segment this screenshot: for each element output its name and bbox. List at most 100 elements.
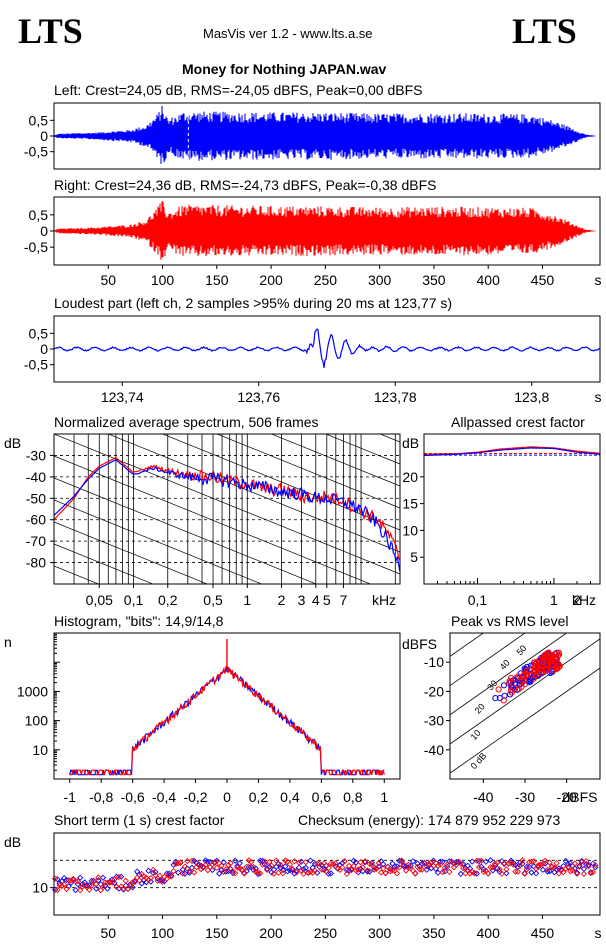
crest-point bbox=[400, 863, 408, 870]
crest-point bbox=[523, 866, 531, 873]
pvr-point bbox=[495, 686, 502, 693]
crest-point bbox=[108, 879, 116, 886]
crest-point bbox=[532, 865, 540, 872]
x-tick-label: -0,4 bbox=[152, 789, 176, 805]
crest-point bbox=[236, 860, 243, 867]
crest-point bbox=[494, 865, 501, 872]
crest-point bbox=[97, 887, 104, 894]
allpass-series-1 bbox=[424, 447, 601, 456]
slope-line bbox=[107, 434, 400, 553]
crest-point bbox=[457, 870, 464, 878]
pvr-point bbox=[510, 684, 517, 692]
crest-point bbox=[213, 864, 221, 872]
crest-point bbox=[571, 860, 578, 867]
crest-point bbox=[478, 857, 485, 864]
crest-point bbox=[398, 858, 405, 865]
slope-line bbox=[54, 455, 372, 584]
crest-point bbox=[487, 864, 494, 871]
crest-point bbox=[380, 865, 387, 872]
crest-point bbox=[314, 860, 321, 867]
crest-point bbox=[532, 870, 540, 877]
crest-point bbox=[589, 869, 597, 876]
crest-point bbox=[562, 865, 569, 872]
x-tick-label: 0 bbox=[223, 789, 231, 805]
crest-point bbox=[519, 857, 526, 864]
x-tick-label: 2 bbox=[278, 592, 286, 608]
crest-point bbox=[232, 870, 239, 877]
crest-point bbox=[202, 857, 209, 864]
diagonal-label: 40 bbox=[498, 658, 512, 672]
y-tick-label: 5 bbox=[410, 549, 418, 565]
y-tick-label: 10 bbox=[32, 880, 48, 896]
x-tick-label: -0,8 bbox=[89, 789, 113, 805]
crest-point bbox=[382, 870, 389, 877]
crest-point bbox=[279, 870, 287, 877]
crest-point bbox=[291, 858, 298, 865]
crest-point bbox=[494, 859, 501, 866]
pvr-point bbox=[500, 682, 507, 689]
crest-point bbox=[448, 858, 455, 865]
pvr-point bbox=[508, 674, 515, 681]
crest-point bbox=[88, 877, 95, 885]
crest-point bbox=[186, 867, 193, 875]
crest-point bbox=[537, 861, 544, 868]
crest-point bbox=[343, 870, 351, 878]
slope-line bbox=[54, 786, 400, 926]
crest-point bbox=[181, 863, 189, 870]
crest-point bbox=[188, 857, 196, 865]
crest-point bbox=[402, 867, 410, 874]
crest-point bbox=[389, 860, 396, 867]
x-tick-label: 400 bbox=[477, 925, 501, 941]
x-tick-label: 0,6 bbox=[312, 789, 332, 805]
crest-point bbox=[95, 874, 102, 881]
crest-point bbox=[99, 884, 107, 891]
crest-point bbox=[86, 882, 93, 889]
crest-diagonal bbox=[317, 487, 606, 721]
crest-point bbox=[359, 864, 366, 871]
short-term-frame bbox=[53, 832, 601, 916]
pvr-point bbox=[521, 677, 528, 684]
pvr-point bbox=[515, 673, 522, 680]
crest-point bbox=[145, 867, 152, 874]
slope-line bbox=[54, 236, 400, 376]
y-tick-label: -70 bbox=[26, 533, 46, 549]
slope-line bbox=[216, 434, 400, 509]
crest-point bbox=[327, 870, 335, 877]
crest-point bbox=[277, 861, 284, 869]
y-tick-label: 0,5 bbox=[29, 207, 49, 223]
crest-point bbox=[489, 864, 496, 871]
crest-point bbox=[491, 860, 499, 867]
right-waveform-trace bbox=[53, 201, 597, 260]
crest-point bbox=[332, 860, 339, 867]
crest-point bbox=[218, 862, 225, 869]
pvr-point bbox=[534, 669, 541, 676]
crest-point bbox=[175, 860, 182, 867]
pvr-point bbox=[553, 653, 560, 661]
pvr-point bbox=[492, 695, 499, 702]
crest-point bbox=[268, 862, 275, 869]
x-tick-label: 300 bbox=[368, 272, 392, 288]
crest-point bbox=[421, 859, 428, 866]
crest-point bbox=[266, 858, 273, 866]
spectrum-series-1 bbox=[54, 459, 400, 573]
x-tick-label: 0,2 bbox=[249, 789, 269, 805]
x-axis-label: kHz bbox=[372, 592, 396, 608]
crest-point bbox=[393, 863, 401, 870]
crest-point bbox=[418, 866, 426, 873]
pvr-plot bbox=[317, 487, 606, 774]
left-channel-label: Left: Crest=24,05 dB, RMS=-24,05 dBFS, P… bbox=[54, 82, 423, 98]
x-tick-label: 2 bbox=[573, 592, 581, 608]
pvr-point bbox=[544, 666, 551, 674]
pvr-point bbox=[543, 654, 550, 662]
x-tick-label: 150 bbox=[205, 925, 229, 941]
checksum-label: Checksum (energy): 174 879 952 229 973 bbox=[298, 812, 561, 828]
crest-point bbox=[179, 870, 186, 877]
pvr-point bbox=[537, 659, 545, 666]
crest-point bbox=[567, 868, 574, 875]
histogram-label: Histogram, "bits": 14,9/14,8 bbox=[54, 613, 224, 629]
x-tick-label: -0,2 bbox=[183, 789, 207, 805]
crest-point bbox=[165, 872, 173, 879]
app-title: MasVis ver 1.2 - www.lts.a.se bbox=[203, 26, 373, 41]
